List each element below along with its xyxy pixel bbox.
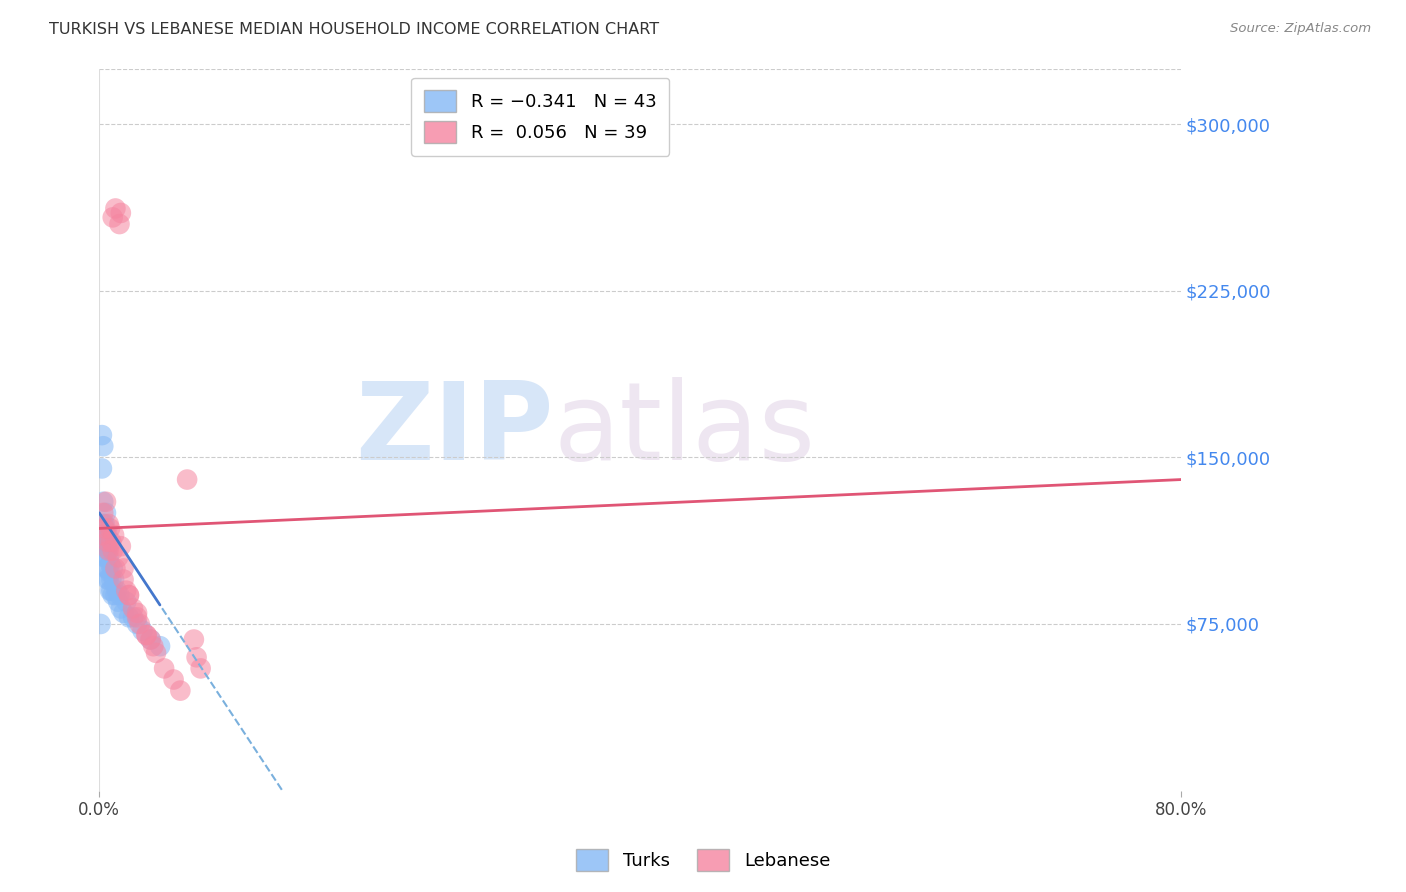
Point xyxy=(112,561,135,575)
Point xyxy=(96,528,118,542)
Legend: Turks, Lebanese: Turks, Lebanese xyxy=(568,842,838,879)
Point xyxy=(125,606,148,620)
Point xyxy=(112,606,135,620)
Point xyxy=(100,573,122,587)
Point xyxy=(145,646,167,660)
Point xyxy=(97,573,120,587)
Point xyxy=(118,610,141,624)
Point xyxy=(90,461,112,475)
Point xyxy=(190,661,212,675)
Point xyxy=(98,521,121,535)
Point xyxy=(176,473,198,487)
Point xyxy=(94,539,117,553)
Point xyxy=(101,211,124,225)
Point xyxy=(110,206,132,220)
Point xyxy=(98,566,121,580)
Point xyxy=(94,506,117,520)
Point xyxy=(93,516,115,531)
Point xyxy=(110,539,132,553)
Point xyxy=(96,573,118,587)
Point xyxy=(183,632,205,647)
Point xyxy=(169,683,191,698)
Point xyxy=(101,543,124,558)
Point xyxy=(115,583,138,598)
Point xyxy=(118,588,141,602)
Point xyxy=(108,588,131,602)
Point xyxy=(149,639,172,653)
Point xyxy=(104,588,127,602)
Point xyxy=(98,557,121,571)
Point xyxy=(101,561,124,575)
Point xyxy=(118,588,141,602)
Point xyxy=(153,661,176,675)
Point xyxy=(103,573,125,587)
Point xyxy=(186,650,208,665)
Point xyxy=(97,550,120,565)
Point xyxy=(103,528,125,542)
Point xyxy=(107,550,129,565)
Point xyxy=(135,628,157,642)
Text: ZIP: ZIP xyxy=(356,376,554,483)
Point xyxy=(91,439,114,453)
Point xyxy=(131,624,153,638)
Point xyxy=(104,561,127,575)
Point xyxy=(122,601,145,615)
Point xyxy=(98,583,121,598)
Point xyxy=(122,610,145,624)
Point xyxy=(97,516,120,531)
Point xyxy=(100,534,122,549)
Point xyxy=(105,583,128,598)
Point xyxy=(107,595,129,609)
Point xyxy=(142,639,165,653)
Point xyxy=(94,561,117,575)
Point xyxy=(90,528,112,542)
Text: atlas: atlas xyxy=(554,376,815,483)
Point xyxy=(115,595,138,609)
Legend: R = −0.341   N = 43, R =  0.056   N = 39: R = −0.341 N = 43, R = 0.056 N = 39 xyxy=(411,78,669,156)
Point xyxy=(101,588,124,602)
Point xyxy=(91,495,114,509)
Point xyxy=(139,632,162,647)
Point xyxy=(90,428,112,442)
Point xyxy=(162,673,184,687)
Point xyxy=(110,601,132,615)
Text: Source: ZipAtlas.com: Source: ZipAtlas.com xyxy=(1230,22,1371,36)
Point xyxy=(100,583,122,598)
Point xyxy=(94,495,117,509)
Point xyxy=(108,217,131,231)
Point xyxy=(125,617,148,632)
Point xyxy=(125,610,148,624)
Point xyxy=(135,628,157,642)
Point xyxy=(93,539,115,553)
Point xyxy=(93,521,115,535)
Point xyxy=(112,573,135,587)
Point xyxy=(96,561,118,575)
Point xyxy=(94,528,117,542)
Point xyxy=(104,202,127,216)
Point xyxy=(94,550,117,565)
Point xyxy=(128,617,150,632)
Point xyxy=(97,543,120,558)
Point xyxy=(96,534,118,549)
Point xyxy=(139,632,162,647)
Point xyxy=(93,550,115,565)
Point xyxy=(97,539,120,553)
Point xyxy=(91,516,114,531)
Point xyxy=(96,543,118,558)
Point xyxy=(91,506,114,520)
Text: TURKISH VS LEBANESE MEDIAN HOUSEHOLD INCOME CORRELATION CHART: TURKISH VS LEBANESE MEDIAN HOUSEHOLD INC… xyxy=(49,22,659,37)
Point xyxy=(90,617,112,632)
Point xyxy=(93,528,115,542)
